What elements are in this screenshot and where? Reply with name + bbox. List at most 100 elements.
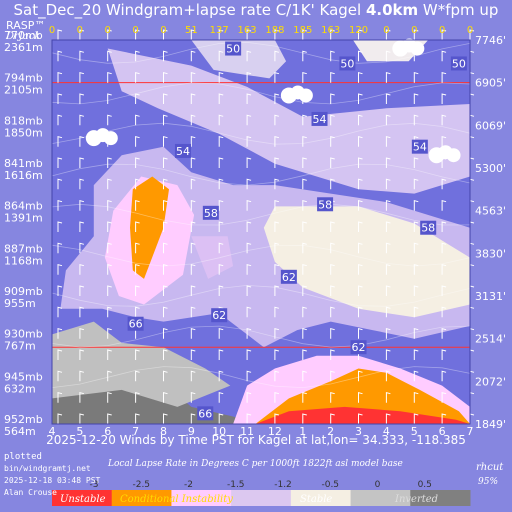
- wind-barb: [135, 114, 140, 126]
- wind-barb: [57, 93, 63, 104]
- wind-barb: [330, 50, 335, 62]
- wind-barb: [218, 50, 224, 62]
- wind-barb: [246, 50, 252, 62]
- contour-label-box: [350, 340, 367, 355]
- wind-barb: [441, 50, 447, 62]
- wind-barb: [385, 50, 391, 62]
- wind-barb: [330, 157, 335, 168]
- legend-title: Local Lapse Rate in Degrees C per 1000ft…: [108, 459, 403, 469]
- wind-barb: [274, 306, 280, 318]
- wind-barb: [385, 29, 391, 40]
- top-w-value: 0: [411, 25, 417, 36]
- plotted-label: plotted: [4, 452, 42, 462]
- wind-barb: [190, 392, 196, 403]
- wind-barb: [358, 306, 363, 318]
- wind-barb: [330, 242, 335, 254]
- wind-barb: [57, 157, 63, 168]
- x-axis-caption: 2025-12-20 Winds by Time PST for Kagel a…: [46, 433, 466, 447]
- wind-barb: [218, 221, 224, 232]
- height-m-label: 767m: [4, 340, 36, 353]
- wind-barb: [413, 93, 419, 104]
- wind-barb: [441, 178, 447, 190]
- wind-barb: [302, 136, 307, 147]
- wind-barb: [57, 328, 63, 339]
- wind-barb: [218, 157, 224, 168]
- wind-barb: [385, 200, 391, 211]
- wind-barb: [358, 136, 363, 147]
- wind-barb: [302, 413, 307, 424]
- height-m-label: 632m: [4, 382, 36, 395]
- wind-barb: [302, 72, 307, 83]
- temperature-contour: [51, 41, 471, 64]
- wind-barb: [57, 370, 63, 382]
- drjack-author: DrJack: [6, 31, 41, 42]
- wind-barb: [135, 413, 140, 424]
- legend-swatch: [52, 490, 113, 506]
- wind-barb: [107, 285, 112, 296]
- wind-barb: [79, 264, 85, 275]
- contour-label: 54: [176, 145, 190, 158]
- cloud-icon: [446, 148, 461, 163]
- wind-barb: [107, 349, 112, 360]
- pressure-label: 864mb: [4, 200, 43, 213]
- legend-tick: -2: [184, 480, 193, 490]
- pressure-label: 841mb: [4, 157, 43, 170]
- wind-barb: [358, 413, 363, 424]
- wind-barb: [135, 242, 140, 254]
- wind-barb: [413, 413, 419, 424]
- wind-barb: [135, 136, 140, 147]
- legend-swatch: [290, 490, 352, 506]
- wind-barb: [469, 29, 475, 40]
- wind-barb: [441, 114, 447, 126]
- height-m-label: 1616m: [4, 169, 43, 182]
- wind-barb: [469, 114, 475, 126]
- temperature-contour: [51, 244, 471, 267]
- wind-barb: [107, 50, 112, 62]
- wind-barb: [246, 264, 252, 275]
- x-tick-label: 3: [355, 425, 362, 438]
- x-tick-label: 7: [467, 425, 474, 438]
- wind-barb: [246, 221, 252, 232]
- cloud-icon: [103, 131, 118, 146]
- top-w-value: 0: [132, 25, 138, 36]
- pressure-label: 818mb: [4, 114, 43, 127]
- wind-barb: [57, 136, 63, 147]
- wind-barb: [441, 136, 447, 147]
- wind-barb: [469, 392, 475, 403]
- wind-barb: [218, 136, 224, 147]
- wind-barb: [358, 370, 363, 382]
- wind-barb: [135, 157, 140, 168]
- plot-timestamp: 2025-12-18 03:48 PST: [4, 476, 101, 485]
- wind-barb: [358, 157, 363, 168]
- contour-label-box: [339, 56, 356, 71]
- wind-barb: [135, 349, 140, 360]
- wind-barb: [469, 50, 475, 62]
- wind-barb: [330, 392, 335, 403]
- wind-barb: [413, 285, 419, 296]
- pressure-label: 945mb: [4, 370, 43, 383]
- pressure-label: 930mb: [4, 328, 43, 341]
- wind-barb: [274, 114, 280, 126]
- height-ft-label: 3131': [475, 290, 506, 303]
- legend-swatch: [231, 490, 292, 506]
- wind-barb: [246, 178, 252, 190]
- wind-barb: [190, 242, 196, 254]
- wind-barb: [218, 72, 224, 83]
- wind-barb: [246, 349, 252, 360]
- wind-barb: [469, 136, 475, 147]
- wind-barb: [57, 392, 63, 403]
- wind-barb: [441, 392, 447, 403]
- wind-barb: [107, 221, 112, 232]
- wind-barb: [163, 50, 168, 62]
- wind-barb: [441, 93, 447, 104]
- wind-barb: [79, 242, 85, 254]
- top-w-value: 0: [439, 25, 445, 36]
- wind-barb: [135, 93, 140, 104]
- wind-barb: [246, 370, 252, 382]
- temperature-contour: [51, 122, 471, 145]
- wind-barb: [79, 136, 85, 147]
- contour-label: 58: [204, 207, 218, 220]
- wind-barb: [107, 306, 112, 318]
- wind-barb: [190, 136, 196, 147]
- wind-barb: [218, 370, 224, 382]
